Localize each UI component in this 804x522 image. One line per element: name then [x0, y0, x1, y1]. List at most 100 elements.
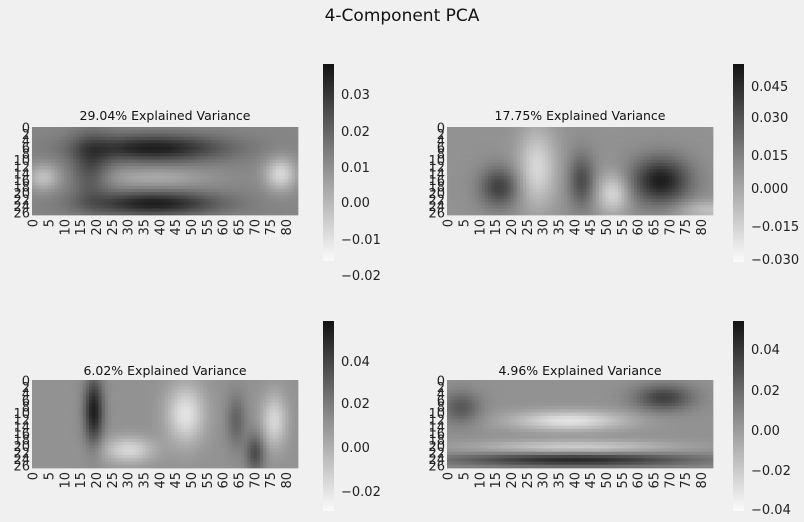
heatmap-cell — [127, 205, 131, 209]
heatmap-cell — [35, 201, 39, 206]
heatmap-cell — [275, 380, 280, 384]
heatmap-cell — [250, 143, 255, 147]
heatmap-cell — [234, 127, 239, 131]
heatmap-cell — [63, 169, 68, 173]
heatmap-cell — [706, 205, 711, 209]
heatmap-cell — [703, 198, 708, 203]
heatmap-cell — [671, 182, 676, 187]
heatmap-cell — [510, 149, 514, 154]
heatmap-cell — [678, 175, 682, 180]
heatmap-cell — [275, 130, 280, 134]
heatmap-cell — [523, 169, 527, 173]
heatmap-cell — [244, 179, 248, 183]
heatmap-cell — [44, 133, 49, 138]
heatmap-cell — [250, 179, 255, 183]
heatmap-cell — [545, 169, 549, 173]
heatmap-cell — [60, 172, 65, 177]
heatmap-cell — [199, 149, 204, 154]
heatmap-cell — [196, 136, 201, 141]
heatmap-cell — [538, 130, 543, 134]
heatmap-cell — [139, 133, 144, 138]
heatmap-cell — [285, 386, 289, 391]
heatmap-cell — [98, 169, 103, 173]
heatmap-cell — [101, 208, 106, 213]
heatmap-cell — [535, 143, 540, 147]
heatmap-cell — [117, 146, 122, 151]
heatmap-cell — [665, 159, 670, 164]
heatmap-cell — [453, 146, 457, 151]
heatmap-cell — [637, 127, 641, 131]
heatmap-cell — [38, 133, 42, 138]
heatmap-cell — [256, 198, 261, 203]
heatmap-cell — [557, 185, 562, 190]
heatmap-cell — [488, 188, 492, 193]
heatmap-cell — [678, 166, 682, 170]
heatmap-cell — [288, 153, 293, 157]
heatmap-cell — [526, 140, 530, 144]
heatmap-cell — [548, 179, 552, 183]
heatmap-cell — [228, 140, 232, 144]
heatmap-cell — [282, 192, 286, 196]
heatmap-cell — [51, 172, 55, 177]
heatmap-cell — [123, 185, 128, 190]
heatmap-cell — [700, 130, 704, 134]
heatmap-cell — [535, 130, 540, 134]
heatmap-cell — [681, 143, 685, 147]
heatmap-cell — [526, 149, 530, 154]
heatmap-cell — [165, 130, 169, 134]
heatmap-cell — [253, 195, 258, 200]
heatmap-cell — [633, 146, 638, 151]
heatmap-cell — [516, 159, 521, 164]
heatmap-cell — [554, 140, 559, 144]
heatmap-cell — [114, 195, 118, 200]
heatmap-cell — [222, 127, 226, 131]
heatmap-cell — [161, 185, 166, 190]
heatmap-cell — [120, 169, 125, 173]
heatmap-cell — [256, 192, 261, 196]
heatmap-cell — [98, 208, 103, 213]
heatmap-cell — [614, 198, 619, 203]
heatmap-cell — [519, 195, 524, 200]
heatmap-cell — [279, 169, 283, 173]
heatmap-cell — [567, 192, 571, 196]
heatmap-cell — [542, 146, 546, 151]
panel-title: 6.02% Explained Variance — [83, 363, 246, 378]
heatmap-cell — [466, 130, 470, 134]
heatmap-cell — [640, 140, 644, 144]
heatmap-cell — [554, 143, 559, 147]
heatmap-cell — [133, 133, 137, 138]
heatmap-cell — [627, 153, 632, 157]
heatmap-cell — [123, 208, 128, 213]
heatmap-cell — [171, 172, 175, 177]
heatmap-cell — [282, 169, 286, 173]
heatmap-cell — [51, 175, 55, 180]
heatmap-cell — [671, 162, 676, 167]
heatmap-cell — [551, 153, 556, 157]
heatmap-cell — [576, 166, 581, 170]
heatmap-cell — [158, 140, 163, 144]
heatmap-cell — [450, 205, 454, 209]
heatmap-cell — [466, 127, 470, 131]
heatmap-cell — [611, 172, 616, 177]
heatmap-cell — [605, 159, 609, 164]
heatmap-cell — [225, 201, 229, 206]
heatmap-cell — [82, 188, 87, 193]
heatmap-cell — [41, 169, 46, 173]
heatmap-cell — [279, 380, 283, 384]
heatmap-cell — [247, 192, 251, 196]
heatmap-cell — [174, 162, 179, 167]
heatmap-cell — [291, 386, 296, 391]
heatmap-cell — [82, 166, 87, 170]
heatmap-cell — [215, 201, 220, 206]
heatmap-cell — [519, 140, 524, 144]
heatmap-cell — [485, 156, 489, 160]
heatmap-cell — [111, 169, 115, 173]
heatmap-cell — [586, 205, 590, 209]
heatmap-cell — [576, 208, 581, 213]
heatmap-cell — [209, 389, 213, 394]
heatmap-cell — [605, 143, 609, 147]
heatmap-cell — [32, 201, 36, 206]
heatmap-cell — [687, 172, 692, 177]
heatmap-cell — [152, 130, 156, 134]
heatmap-cell — [478, 159, 483, 164]
